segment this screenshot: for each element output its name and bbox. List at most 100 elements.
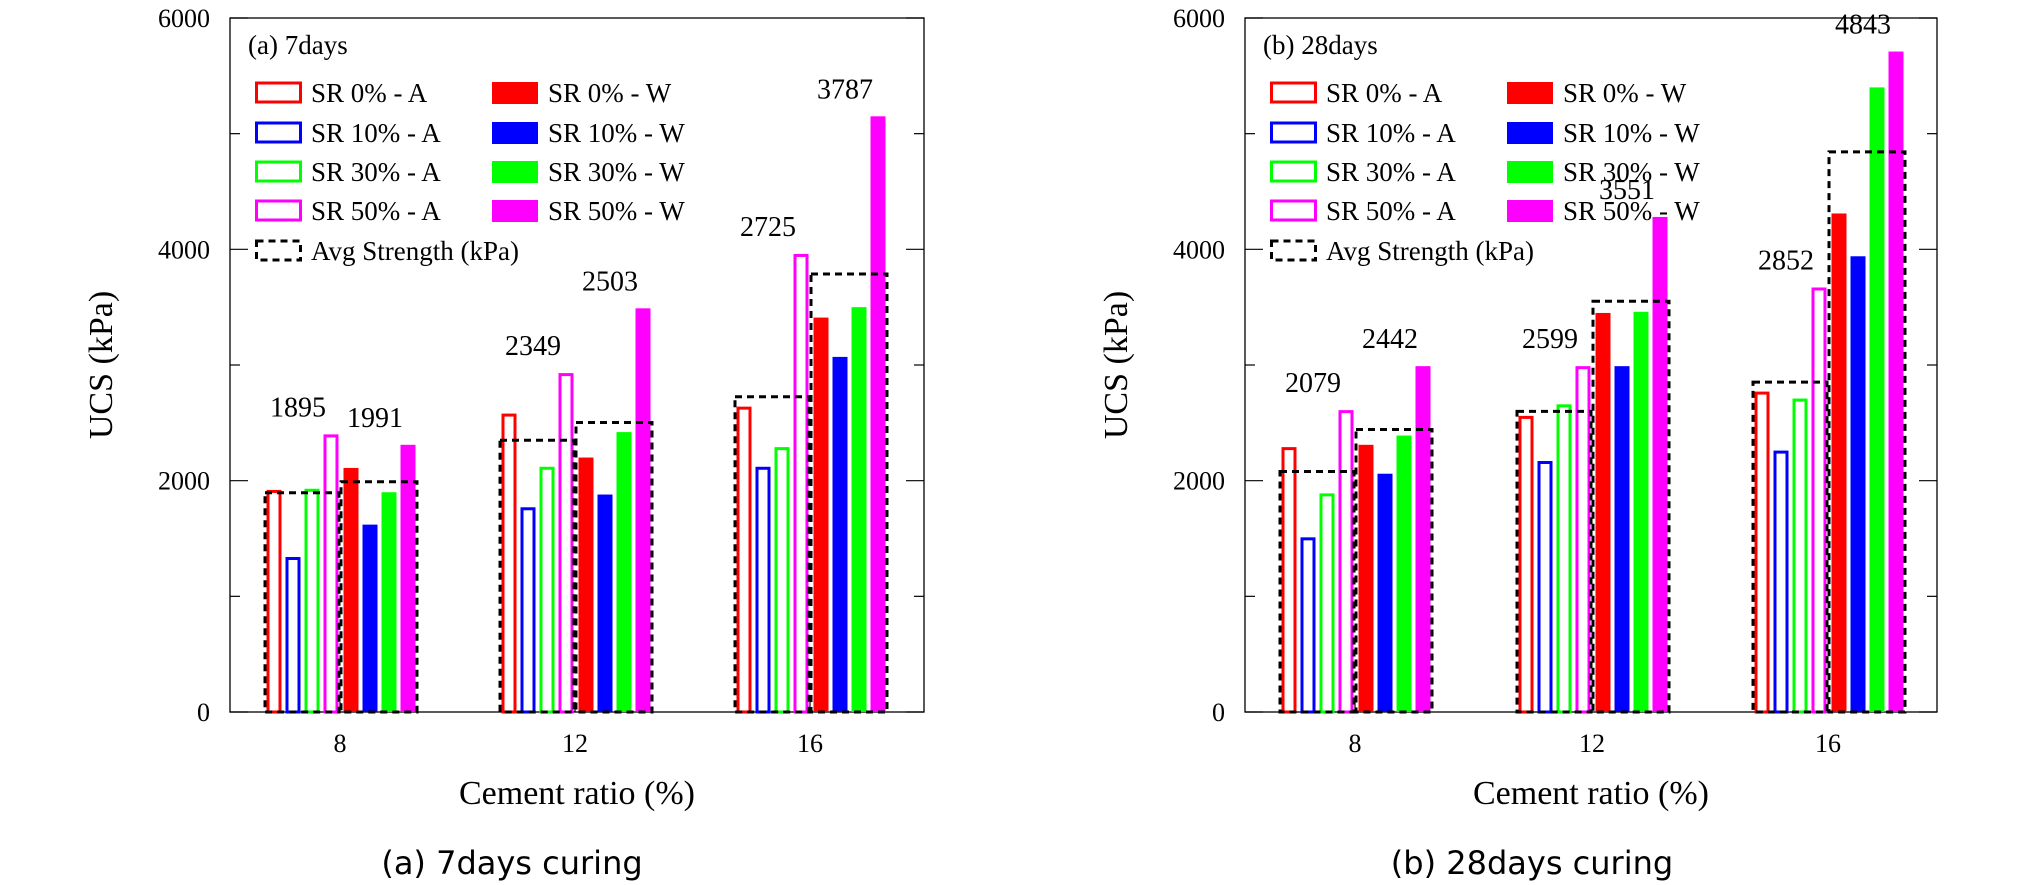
panel-28days: 0 2000 4000 6000 8 12 16 2079 2442 2599 3551 2852 48… bbox=[1098, 4, 1938, 882]
avg-strength-air bbox=[1278, 470, 1356, 714]
bar-sr-30-w bbox=[1396, 435, 1412, 712]
bar-sr-0-w bbox=[1358, 444, 1374, 712]
value-label: 2852 bbox=[1758, 246, 1814, 277]
legend-swatch bbox=[1270, 199, 1317, 222]
avg-strength-air bbox=[1751, 380, 1829, 714]
avg-strength-water bbox=[1591, 299, 1671, 714]
bar-sr-10-a bbox=[1300, 537, 1316, 714]
bar-sr-10-w bbox=[1850, 256, 1866, 712]
legend-swatch bbox=[1270, 81, 1317, 104]
avg-strength-water bbox=[1354, 428, 1434, 714]
bar-sr-10-a bbox=[1773, 450, 1789, 714]
y-tick-label: 4000 bbox=[158, 235, 210, 264]
legend-label: SR 10% - A bbox=[311, 118, 441, 148]
bar-sr-50-w bbox=[870, 116, 886, 713]
legend-label-avg: Avg Strength (kPa) bbox=[1326, 236, 1534, 266]
bar-sr-10-w bbox=[597, 494, 613, 712]
legend-swatch bbox=[255, 121, 302, 144]
bar-sr-0-w bbox=[1831, 213, 1847, 712]
bar-sr-10-w bbox=[1614, 366, 1630, 712]
avg-strength-air bbox=[498, 438, 576, 714]
bar-sr-30-w bbox=[381, 492, 397, 712]
avg-strength-air bbox=[263, 491, 341, 714]
bar-sr-50-w bbox=[1415, 366, 1431, 712]
panel-caption: (b) 28days curing bbox=[1391, 844, 1673, 882]
bar-sr-10-a bbox=[285, 557, 301, 714]
legend-label: SR 30% - A bbox=[311, 157, 441, 187]
bar-sr-50-a bbox=[323, 434, 339, 714]
value-label: 2079 bbox=[1285, 368, 1341, 399]
panel-label: (a) 7days bbox=[248, 30, 348, 60]
bar-sr-10-w bbox=[832, 356, 848, 712]
bar-sr-30-a bbox=[1556, 404, 1572, 714]
legend-swatch bbox=[255, 199, 302, 222]
y-tick-label: 6000 bbox=[1173, 4, 1225, 33]
legend-label: SR 30% - W bbox=[1563, 157, 1700, 187]
y-axis-label: UCS (kPa) bbox=[83, 291, 120, 439]
y-tick-label: 0 bbox=[1212, 698, 1225, 727]
bar-sr-0-w bbox=[343, 467, 359, 712]
y-tick-label: 2000 bbox=[1173, 467, 1225, 496]
legend-label: SR 30% - A bbox=[1326, 157, 1456, 187]
bar-sr-0-a bbox=[1518, 415, 1534, 714]
bar-sr-10-a bbox=[1537, 461, 1553, 714]
x-tick-label: 8 bbox=[334, 729, 347, 758]
y-tick-label: 4000 bbox=[1173, 235, 1225, 264]
legend-label: SR 50% - A bbox=[1326, 196, 1456, 226]
x-tick-label: 12 bbox=[1579, 729, 1605, 758]
value-label: 1991 bbox=[347, 403, 403, 434]
value-label: 2725 bbox=[740, 212, 796, 243]
legend-label: SR 10% - A bbox=[1326, 118, 1456, 148]
legend-label: SR 10% - W bbox=[548, 118, 685, 148]
legend-swatch bbox=[1270, 121, 1317, 144]
bar-sr-30-a bbox=[304, 488, 320, 714]
bar-sr-0-a bbox=[1754, 391, 1770, 714]
x-axis-label: Cement ratio (%) bbox=[1473, 775, 1709, 812]
avg-strength-water bbox=[574, 420, 654, 714]
legend-label: SR 50% - W bbox=[1563, 196, 1700, 226]
bar-sr-0-a bbox=[1281, 447, 1297, 714]
y-tick-label: 6000 bbox=[158, 4, 210, 33]
x-tick-label: 16 bbox=[797, 729, 823, 758]
bar-sr-30-w bbox=[616, 432, 632, 712]
bar-sr-30-a bbox=[774, 447, 790, 714]
x-tick-label: 12 bbox=[562, 729, 588, 758]
legend-swatch bbox=[492, 161, 538, 183]
bar-sr-50-a bbox=[558, 373, 574, 714]
bar-sr-50-a bbox=[1338, 410, 1354, 714]
bar-sr-10-w bbox=[362, 524, 378, 712]
avg-strength-air bbox=[733, 395, 811, 714]
x-axis-label: Cement ratio (%) bbox=[459, 775, 695, 812]
bar-sr-0-w bbox=[1595, 312, 1611, 712]
bar-sr-0-a bbox=[736, 406, 752, 714]
bar-sr-0-a bbox=[266, 489, 282, 714]
legend-swatch-avg bbox=[1270, 239, 1317, 262]
value-label: 3551 bbox=[1599, 175, 1655, 206]
bar-sr-50-a bbox=[793, 253, 809, 714]
bar-sr-50-w bbox=[400, 444, 416, 712]
y-axis-label: UCS (kPa) bbox=[1098, 291, 1135, 439]
bar-sr-10-a bbox=[755, 466, 771, 714]
legend-label: SR 50% - W bbox=[548, 196, 685, 226]
bar-sr-30-w bbox=[1633, 311, 1649, 712]
panel-caption: (a) 7days curing bbox=[381, 844, 642, 882]
bar-sr-50-w bbox=[635, 308, 651, 712]
bar-sr-50-w bbox=[1652, 216, 1668, 713]
bar-sr-30-w bbox=[851, 307, 867, 712]
bar-sr-50-a bbox=[1575, 366, 1591, 714]
legend-swatch bbox=[1270, 160, 1317, 183]
x-tick-label: 8 bbox=[1349, 729, 1362, 758]
legend-swatch bbox=[492, 122, 538, 144]
value-label: 2349 bbox=[505, 331, 561, 362]
legend-label: SR 0% - W bbox=[548, 78, 672, 108]
avg-strength-water bbox=[809, 272, 889, 714]
bar-sr-10-a bbox=[520, 507, 536, 714]
legend-label: SR 10% - W bbox=[1563, 118, 1700, 148]
bar-sr-0-a bbox=[501, 413, 517, 714]
legend-swatch bbox=[255, 81, 302, 104]
bar-sr-10-w bbox=[1377, 473, 1393, 712]
legend-swatch bbox=[255, 160, 302, 183]
value-label: 1895 bbox=[270, 392, 326, 423]
avg-strength-water bbox=[339, 480, 419, 714]
